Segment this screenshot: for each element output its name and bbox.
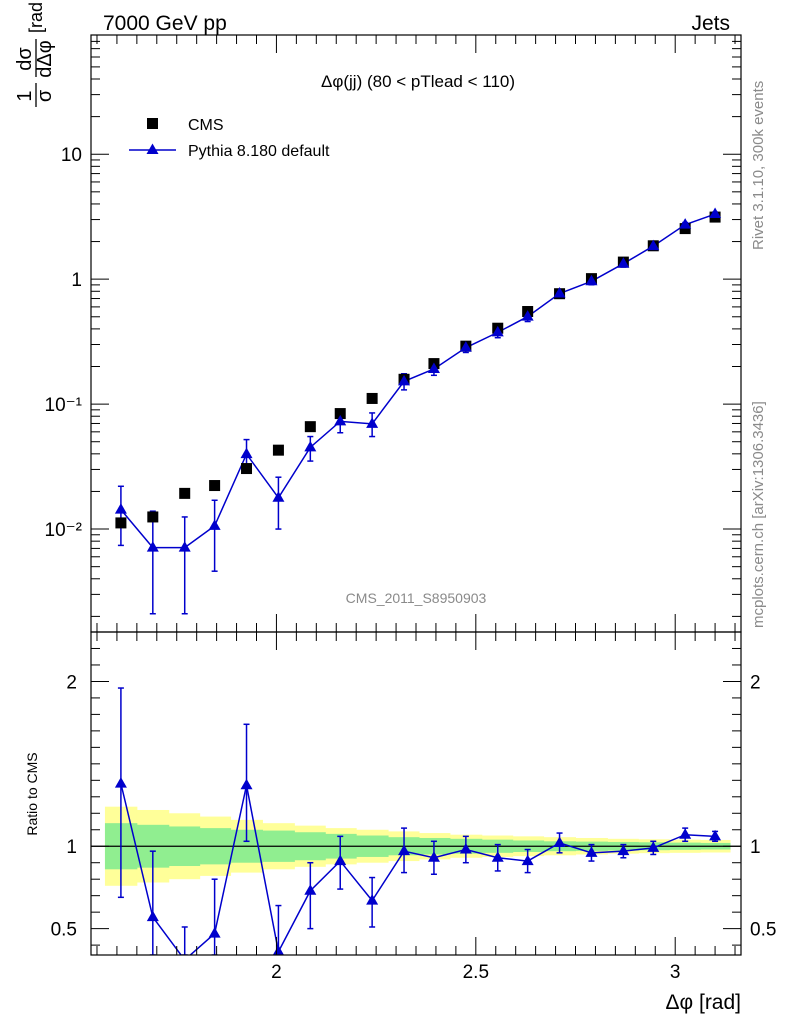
pythia-data-point [272, 491, 285, 502]
header-left: 7000 GeV pp [103, 12, 227, 35]
pythia-data-point [114, 503, 127, 514]
ratio-plot-panel: 0.5 0.5 1 1 2 2 2 2.5 3 Ratio to CMS [24, 631, 776, 983]
main-y-tick-label: 1 [71, 270, 82, 291]
pythia-data-point [366, 417, 379, 428]
cms-data-point [241, 463, 253, 475]
ratio-data-point [647, 841, 660, 852]
pythia-data-point [398, 374, 411, 386]
ratio-data-point [459, 843, 472, 854]
pythia-data-point [208, 519, 221, 530]
ratio-data-point [427, 851, 440, 862]
ratio-data-point [146, 910, 159, 922]
ratio-series-group [114, 687, 722, 955]
ratio-data-point [114, 777, 127, 788]
cms-data-point [209, 480, 221, 492]
pythia-data-point [521, 310, 534, 321]
ratio-data-point [617, 844, 630, 856]
ratio-plot-frame [90, 631, 742, 956]
cms-data-point [115, 517, 127, 529]
legend-label-pythia: Pythia 8.180 default [188, 143, 330, 160]
cms-data-point [272, 444, 284, 456]
x-tick-label: 3 [670, 962, 681, 983]
pythia-data-point [240, 447, 253, 459]
ratio-data-point [585, 846, 598, 857]
svg-text:[rad: [rad [26, 2, 46, 33]
mcplots-info: mcplots.cern.ch [arXiv:1306.3436] [750, 401, 767, 628]
ratio-y-tick-label-left: 1 [66, 837, 77, 858]
pythia-data-point [491, 325, 504, 337]
main-y-axis-label: 1 σ dσ dΔφ [rad -1 ] [14, 2, 56, 107]
svg-text:dΔφ: dΔφ [34, 40, 56, 77]
svg-text:σ: σ [34, 89, 56, 102]
ratio-data-point [521, 854, 534, 866]
pythia-data-point [679, 218, 692, 229]
legend-marker-pythia [146, 143, 159, 154]
ratio-data-point [334, 854, 347, 866]
pythia-data-point [647, 239, 660, 251]
ratio-y-axis-label: Ratio to CMS [24, 752, 40, 835]
main-y-tick-label: 10⁻¹ [45, 395, 83, 416]
header-right: Jets [691, 12, 730, 35]
ratio-y-tick-label-right: 0.5 [750, 920, 776, 941]
watermark: CMS_2011_S8950903 [346, 590, 487, 606]
pythia-data-point [178, 541, 191, 552]
ratio-data-point [304, 884, 317, 895]
ratio-data-point [553, 836, 566, 847]
legend-marker-cms [147, 118, 158, 129]
ratio-y-tick-label-right: 1 [750, 837, 761, 858]
x-axis-label: Δφ [rad] [666, 991, 742, 1014]
pythia-data-point [617, 257, 630, 268]
pythia-data-point [585, 274, 598, 286]
cms-data-point [366, 392, 378, 404]
legend: CMS Pythia 8.180 default [129, 117, 330, 160]
cms-data-point [334, 408, 346, 420]
main-plot-panel: 10⁻² 10⁻¹ 1 10 Δφ(jj) (80 < pTlead < 110) C… [14, 2, 742, 633]
x-tick-label: 2.5 [463, 962, 489, 983]
ratio-y-tick-label-left: 2 [66, 672, 77, 693]
pythia-data-point [553, 286, 566, 298]
ratio-data-point [240, 778, 253, 790]
ratio-y-tick-label-left: 0.5 [51, 920, 77, 941]
ratio-data-point [709, 829, 722, 841]
legend-label-cms: CMS [188, 117, 224, 134]
ratio-data-point [679, 828, 692, 839]
main-y-tick-label: 10⁻² [45, 520, 83, 541]
ratio-data-point [208, 927, 221, 938]
ratio-data-point [272, 945, 285, 955]
rivet-info: Rivet 3.1.10, 300k events [750, 81, 767, 250]
pythia-data-point [334, 414, 347, 426]
ratio-pythia-line [120, 783, 716, 955]
main-y-tick-label: 10 [61, 145, 82, 166]
pythia-data-point [709, 207, 722, 219]
svg-text:1: 1 [14, 90, 36, 101]
ratio-data-point [398, 844, 411, 856]
pythia-data-point [146, 541, 159, 552]
cms-data-point [179, 487, 191, 499]
cms-data-point [147, 511, 159, 523]
main-plot-title: Δφ(jj) (80 < pTlead < 110) [321, 72, 515, 91]
cms-data-point [304, 421, 316, 433]
pythia-data-point [427, 362, 440, 374]
ratio-data-point [491, 851, 504, 862]
ratio-data-point [366, 894, 379, 905]
pythia-data-point [304, 440, 317, 452]
svg-text:dσ: dσ [14, 47, 36, 71]
x-tick-label: 2 [271, 962, 282, 983]
ratio-y-tick-label-right: 2 [750, 672, 761, 693]
pythia-data-point [459, 341, 472, 352]
